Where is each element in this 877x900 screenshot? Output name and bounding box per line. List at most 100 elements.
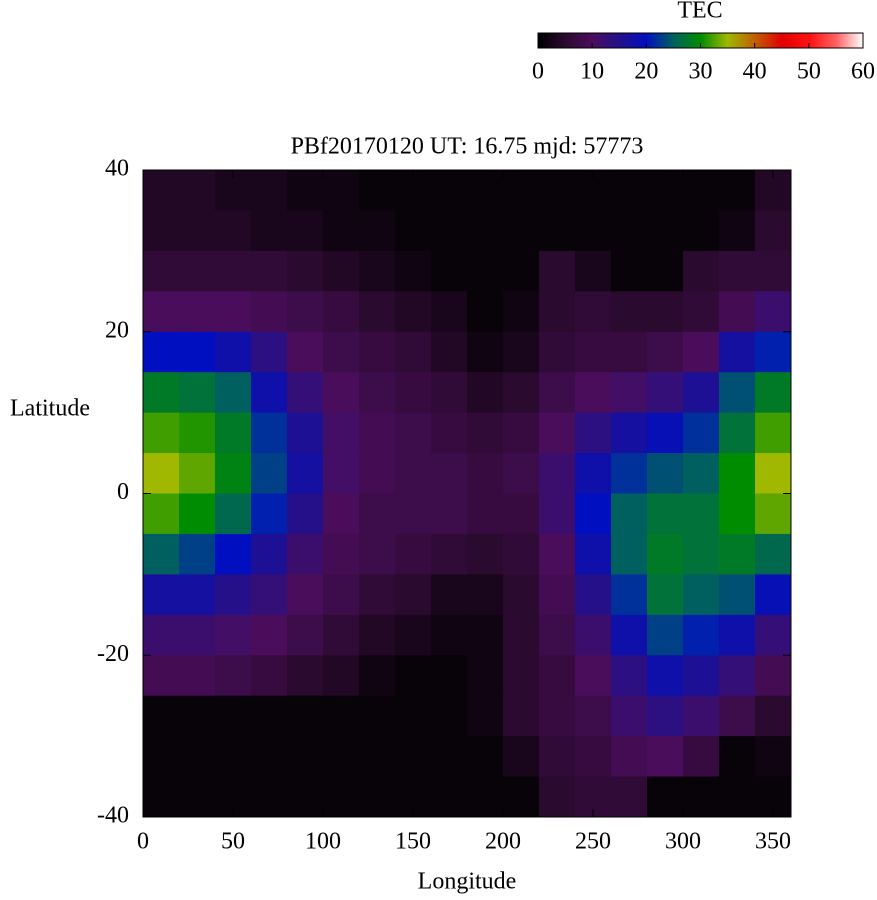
heat-cell [395, 453, 432, 494]
colorbar-tick-label: 10 [580, 59, 604, 85]
heat-cell [755, 291, 792, 333]
heat-cell [575, 695, 612, 737]
heat-cell [539, 574, 576, 616]
heat-cell [719, 291, 756, 333]
heat-cell [755, 695, 792, 737]
heat-cell [143, 170, 180, 211]
heat-cell [179, 291, 216, 333]
heat-cell [611, 493, 648, 535]
heat-cell [395, 372, 432, 414]
heat-cell [611, 331, 648, 373]
heat-cell [431, 776, 468, 818]
heat-cell [503, 210, 540, 252]
x-tick-label: 100 [305, 829, 341, 855]
heat-cell [215, 574, 252, 616]
colorbar-tick-label: 40 [743, 59, 767, 85]
heat-cell [611, 453, 648, 494]
heat-cell [503, 412, 540, 454]
heat-cell [359, 170, 396, 211]
heat-cell [251, 695, 288, 737]
heat-cell [503, 736, 540, 778]
heat-cell [431, 210, 468, 252]
heat-cell [287, 655, 324, 697]
heat-cell [647, 331, 684, 373]
heat-cell [215, 655, 252, 697]
heat-cell [143, 210, 180, 252]
heat-cell [467, 533, 504, 575]
heat-cell [503, 291, 540, 333]
heat-cell [755, 574, 792, 616]
heat-cell [179, 776, 216, 818]
colorbar-tick-label: 0 [532, 59, 544, 85]
heat-cell [287, 412, 324, 454]
heat-cell [467, 776, 504, 818]
heat-cell [575, 291, 612, 333]
heat-cell [467, 736, 504, 778]
heat-cell [215, 210, 252, 252]
heat-cell [287, 776, 324, 818]
heat-cell [503, 372, 540, 414]
heat-cell [251, 776, 288, 818]
heat-cell [179, 695, 216, 737]
heat-cell [647, 453, 684, 494]
heat-cell [575, 655, 612, 697]
colorbar-tick-label: 60 [851, 59, 875, 85]
heat-cell [647, 250, 684, 292]
heat-cell [611, 170, 648, 211]
heat-cell [179, 533, 216, 575]
colorbar-tick-label: 20 [634, 59, 658, 85]
heat-cell [143, 412, 180, 454]
heat-cell [755, 736, 792, 778]
heat-cell [287, 331, 324, 373]
heat-cell [647, 776, 684, 818]
heat-cell [719, 655, 756, 697]
heat-cell [539, 776, 576, 818]
heat-cell [215, 291, 252, 333]
heat-cell [467, 250, 504, 292]
heat-cell [395, 533, 432, 575]
heat-cell [431, 574, 468, 616]
x-axis-label: Longitude [418, 869, 517, 895]
heat-cell [539, 291, 576, 333]
heat-cell [251, 614, 288, 656]
heat-cell [575, 533, 612, 575]
heat-cell [647, 574, 684, 616]
heat-cell [359, 614, 396, 656]
heat-cell [503, 250, 540, 292]
heat-cell [179, 574, 216, 616]
heat-cell [611, 533, 648, 575]
heat-cell [431, 291, 468, 333]
heat-cell [179, 614, 216, 656]
heat-cell [359, 695, 396, 737]
heat-cell [287, 372, 324, 414]
heat-cell [611, 614, 648, 656]
heat-cell [359, 412, 396, 454]
heat-cell [287, 736, 324, 778]
heat-cell [215, 736, 252, 778]
heat-cell [323, 331, 360, 373]
heat-cell [323, 493, 360, 535]
heat-cell [539, 533, 576, 575]
heat-cell [647, 372, 684, 414]
heat-cell [611, 210, 648, 252]
heat-cell [539, 453, 576, 494]
heat-cell [287, 695, 324, 737]
heat-cell [287, 170, 324, 211]
heat-cell [179, 210, 216, 252]
heat-cell [755, 493, 792, 535]
heat-cell [503, 574, 540, 616]
heat-cell [755, 655, 792, 697]
heat-cell [431, 412, 468, 454]
heat-cell [323, 291, 360, 333]
heat-cell [179, 372, 216, 414]
heat-cell [719, 614, 756, 656]
heat-cell [647, 412, 684, 454]
heat-cell [503, 614, 540, 656]
heat-cell [467, 291, 504, 333]
heat-cell [611, 574, 648, 616]
heat-cell [647, 533, 684, 575]
heat-cell [755, 331, 792, 373]
heat-cell [215, 695, 252, 737]
heat-cell [467, 493, 504, 535]
